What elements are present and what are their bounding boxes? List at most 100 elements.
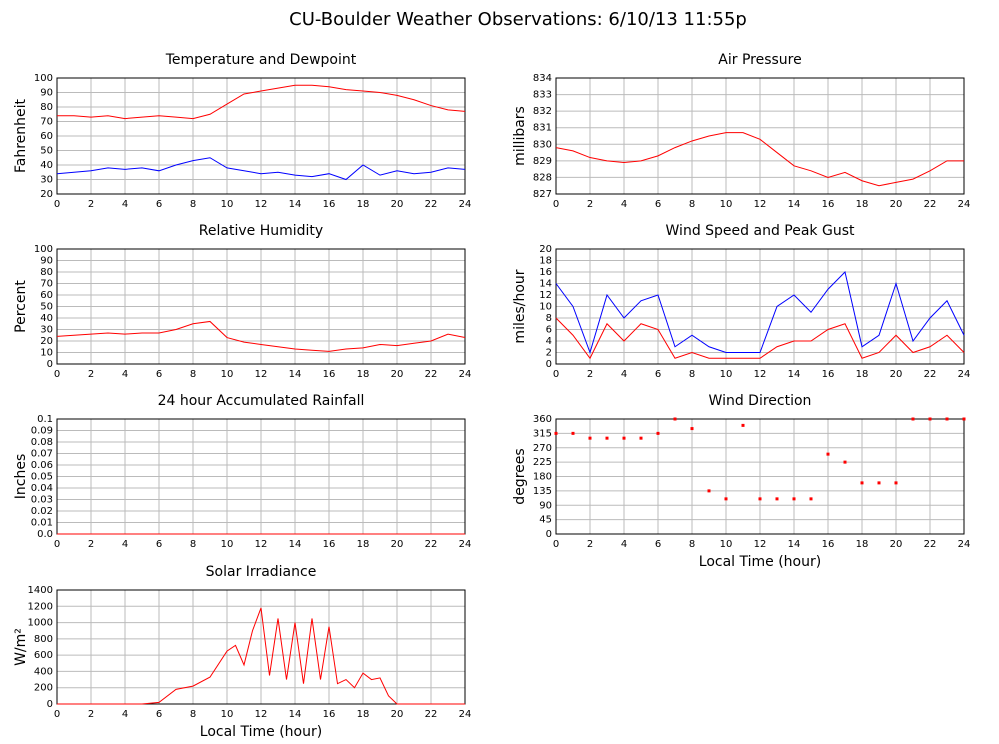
y-tick-label: 50 (40, 302, 53, 313)
series-line (56, 157, 466, 181)
y-tick-label: 827 (533, 189, 552, 200)
y-axis-label: W/m² (13, 628, 29, 666)
x-tick-label: 24 (958, 539, 971, 550)
scatter-point (588, 436, 592, 440)
x-tick-label: 6 (655, 199, 661, 210)
x-tick-label: 0 (54, 369, 60, 380)
x-tick-label: 20 (391, 709, 404, 720)
x-tick-label: 24 (459, 199, 472, 210)
y-tick-label: 100 (34, 73, 53, 84)
x-tick-label: 24 (958, 369, 971, 380)
x-tick-label: 18 (357, 199, 370, 210)
x-axis-label: Local Time (hour) (699, 554, 821, 570)
x-tick-label: 16 (323, 709, 336, 720)
chart-title: Air Pressure (718, 52, 801, 68)
y-axis-label: degrees (512, 448, 528, 504)
x-tick-label: 20 (890, 369, 903, 380)
y-tick-label: 30 (40, 325, 53, 336)
y-tick-label: 6 (546, 325, 552, 336)
y-axis-label: miles/hour (512, 269, 528, 343)
x-tick-label: 12 (255, 369, 268, 380)
x-tick-label: 24 (459, 539, 472, 550)
x-tick-label: 4 (122, 539, 128, 550)
scatter-point (775, 497, 779, 501)
x-tick-label: 6 (655, 539, 661, 550)
x-tick-label: 14 (788, 199, 801, 210)
y-tick-label: 50 (40, 146, 53, 157)
x-tick-label: 10 (221, 369, 234, 380)
y-tick-label: 0.0 (37, 529, 53, 540)
y-tick-label: 20 (539, 244, 552, 255)
y-tick-label: 0.02 (31, 506, 53, 517)
y-tick-label: 90 (539, 500, 552, 511)
plot-frame (56, 248, 466, 365)
scatter-point (741, 423, 745, 427)
x-tick-label: 12 (255, 709, 268, 720)
x-tick-label: 10 (221, 539, 234, 550)
y-tick-label: 80 (40, 267, 53, 278)
x-tick-label: 8 (190, 199, 196, 210)
scatter-point (792, 497, 796, 501)
x-tick-label: 22 (425, 199, 438, 210)
y-tick-label: 0.01 (31, 518, 53, 529)
scatter-point (639, 436, 643, 440)
x-tick-label: 12 (255, 539, 268, 550)
x-tick-label: 14 (289, 539, 302, 550)
y-tick-label: 0 (546, 359, 552, 370)
x-tick-label: 22 (425, 709, 438, 720)
x-tick-label: 12 (754, 539, 767, 550)
x-tick-label: 0 (553, 199, 559, 210)
x-tick-label: 24 (459, 369, 472, 380)
scatter-point (945, 417, 949, 421)
scatter-point (622, 436, 626, 440)
x-tick-label: 8 (689, 539, 695, 550)
y-axis-label: millibars (512, 106, 528, 166)
x-tick-label: 2 (88, 199, 94, 210)
page-title: CU-Boulder Weather Observations: 6/10/13… (289, 9, 747, 30)
x-tick-label: 4 (621, 199, 627, 210)
y-axis-label: Inches (13, 454, 29, 499)
scatter-point (758, 497, 762, 501)
chart-title: Temperature and Dewpoint (165, 52, 357, 68)
y-tick-label: 225 (533, 457, 552, 468)
x-tick-label: 20 (890, 199, 903, 210)
plot-frame (555, 418, 965, 535)
y-tick-label: 12 (539, 290, 552, 301)
scatter-point (571, 431, 575, 435)
x-tick-label: 24 (459, 709, 472, 720)
series-line (57, 84, 466, 120)
x-tick-label: 16 (822, 199, 835, 210)
scatter-point (877, 481, 881, 485)
y-tick-label: 18 (539, 256, 552, 267)
x-tick-label: 0 (54, 539, 60, 550)
y-tick-label: 0 (546, 529, 552, 540)
chart-title: Relative Humidity (199, 223, 323, 239)
x-tick-label: 18 (357, 539, 370, 550)
scatter-point (928, 417, 932, 421)
y-tick-label: 45 (539, 515, 552, 526)
scatter-point (673, 417, 677, 421)
x-tick-label: 20 (391, 199, 404, 210)
y-tick-label: 360 (533, 414, 552, 425)
x-tick-label: 14 (289, 369, 302, 380)
plot-frame (56, 77, 466, 195)
series-line (56, 320, 466, 352)
x-tick-label: 10 (221, 199, 234, 210)
x-tick-label: 12 (754, 369, 767, 380)
scatter-point (911, 417, 915, 421)
scatter-point (656, 431, 660, 435)
y-tick-label: 8 (546, 313, 552, 324)
scatter-point (809, 497, 813, 501)
x-tick-label: 20 (890, 539, 903, 550)
chart-title: Solar Irradiance (206, 564, 317, 580)
x-tick-label: 0 (54, 709, 60, 720)
x-tick-label: 16 (822, 369, 835, 380)
x-tick-label: 0 (54, 199, 60, 210)
y-tick-label: 0.1 (37, 414, 53, 425)
y-tick-label: 135 (533, 486, 552, 497)
x-tick-label: 10 (221, 709, 234, 720)
x-tick-label: 22 (924, 369, 937, 380)
y-tick-label: 0 (47, 359, 53, 370)
x-tick-label: 8 (190, 709, 196, 720)
chart-title: Wind Direction (709, 393, 812, 409)
